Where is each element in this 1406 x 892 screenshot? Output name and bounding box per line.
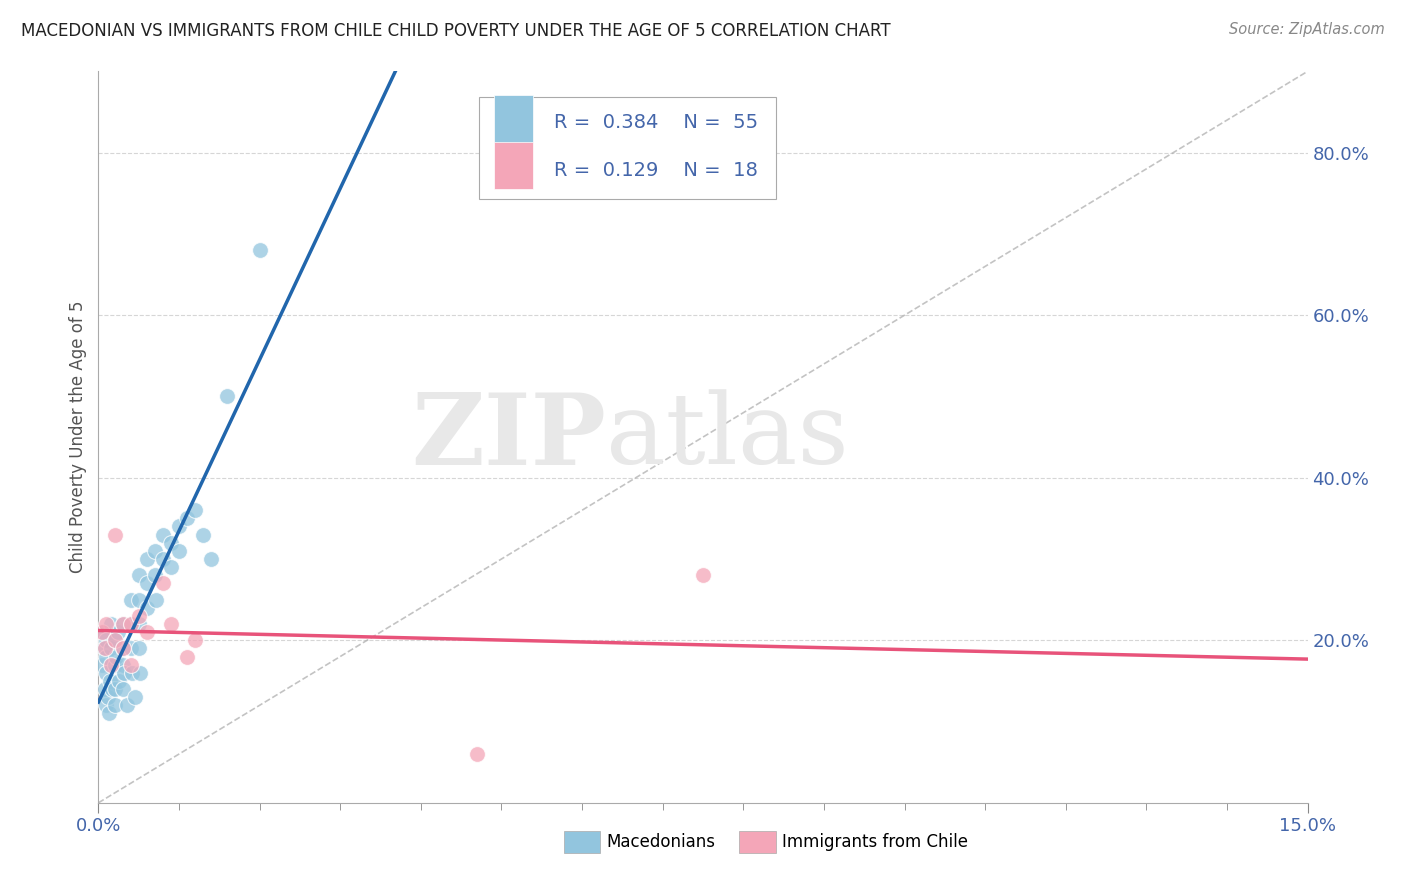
Point: [100, 657, 122, 672]
Point: [135, 625, 157, 640]
Point: [120, 592, 142, 607]
Point: [103, 657, 125, 672]
Point: [91, 625, 114, 640]
Point: [100, 617, 122, 632]
Point: [103, 698, 125, 713]
Point: [129, 665, 152, 680]
Point: [103, 681, 125, 696]
FancyBboxPatch shape: [479, 97, 776, 200]
Point: [96, 617, 118, 632]
Point: [160, 535, 183, 549]
Point: [465, 747, 488, 761]
Point: [107, 625, 129, 640]
Point: [176, 649, 198, 664]
Point: [128, 568, 150, 582]
Point: [103, 633, 125, 648]
Point: [103, 633, 125, 648]
Point: [145, 592, 167, 607]
Point: [94, 698, 117, 713]
Text: R =  0.384    N =  55: R = 0.384 N = 55: [554, 113, 758, 132]
Point: [160, 617, 183, 632]
Point: [135, 552, 157, 566]
Point: [111, 657, 134, 672]
Point: [124, 690, 146, 705]
Point: [135, 600, 157, 615]
Text: R =  0.129    N =  18: R = 0.129 N = 18: [554, 161, 758, 180]
Bar: [494, 95, 533, 143]
Point: [111, 617, 134, 632]
Point: [108, 673, 131, 688]
Point: [94, 641, 117, 656]
Bar: [564, 830, 600, 853]
Point: [249, 243, 271, 257]
Point: [120, 641, 142, 656]
Point: [111, 617, 134, 632]
Point: [98, 673, 121, 688]
Point: [96, 665, 118, 680]
Point: [128, 617, 150, 632]
Point: [200, 552, 222, 566]
Point: [94, 681, 117, 696]
Point: [128, 592, 150, 607]
Point: [184, 503, 207, 517]
Point: [176, 511, 198, 525]
Point: [152, 552, 174, 566]
Point: [692, 568, 714, 582]
Point: [160, 560, 183, 574]
Point: [90, 657, 112, 672]
Point: [128, 641, 150, 656]
Point: [111, 641, 134, 656]
Point: [111, 681, 134, 696]
Y-axis label: Child Poverty Under the Age of 5: Child Poverty Under the Age of 5: [69, 301, 87, 574]
Point: [105, 649, 128, 664]
Point: [97, 690, 120, 705]
Point: [143, 544, 166, 558]
Point: [120, 657, 142, 672]
Point: [97, 706, 120, 721]
Point: [193, 527, 215, 541]
Point: [91, 625, 114, 640]
Point: [101, 681, 124, 696]
Point: [143, 568, 166, 582]
Point: [120, 617, 142, 632]
Text: Macedonians: Macedonians: [606, 832, 716, 851]
Point: [184, 633, 207, 648]
Text: Immigrants from Chile: Immigrants from Chile: [782, 832, 967, 851]
Point: [120, 617, 142, 632]
Bar: [740, 830, 776, 853]
Point: [103, 527, 125, 541]
Text: MACEDONIAN VS IMMIGRANTS FROM CHILE CHILD POVERTY UNDER THE AGE OF 5 CORRELATION: MACEDONIAN VS IMMIGRANTS FROM CHILE CHIL…: [21, 22, 891, 40]
Point: [135, 576, 157, 591]
Point: [100, 641, 122, 656]
Point: [115, 698, 138, 713]
Point: [167, 544, 190, 558]
Point: [112, 665, 135, 680]
Point: [167, 519, 190, 533]
Point: [121, 665, 143, 680]
Point: [217, 389, 239, 403]
Point: [96, 633, 118, 648]
Point: [111, 641, 134, 656]
Text: atlas: atlas: [606, 389, 849, 485]
Bar: [494, 142, 533, 189]
Text: Source: ZipAtlas.com: Source: ZipAtlas.com: [1229, 22, 1385, 37]
Point: [152, 527, 174, 541]
Point: [128, 608, 150, 623]
Text: ZIP: ZIP: [412, 389, 606, 485]
Point: [152, 576, 174, 591]
Point: [96, 649, 118, 664]
Point: [93, 641, 115, 656]
